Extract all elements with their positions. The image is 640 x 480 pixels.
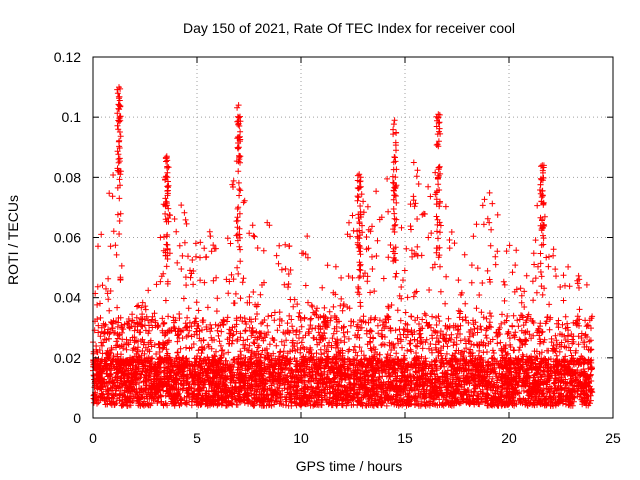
y-tick-label: 0: [73, 410, 81, 426]
x-tick-label: 25: [605, 430, 621, 446]
axis-ticks: [92, 56, 614, 419]
y-tick-label: 0.1: [62, 109, 82, 125]
y-tick-labels: 0 0.02 0.04 0.06 0.08 0.1 0.12: [54, 49, 81, 426]
data-points: [90, 84, 596, 409]
roti-plus-markers: [90, 84, 596, 409]
y-tick-label: 0.02: [54, 350, 81, 366]
x-tick-label: 0: [89, 430, 97, 446]
y-tick-label: 0.04: [54, 290, 81, 306]
y-tick-label: 0.12: [54, 49, 81, 65]
chart-title: Day 150 of 2021, Rate Of TEC Index for r…: [183, 20, 515, 36]
x-axis-label: GPS time / hours: [296, 458, 403, 474]
x-tick-label: 15: [397, 430, 413, 446]
y-axis-label: ROTI / TECUs: [5, 195, 21, 285]
y-tick-label: 0.06: [54, 230, 81, 246]
x-tick-label: 10: [293, 430, 309, 446]
y-tick-label: 0.08: [54, 169, 81, 185]
x-tick-labels: 0 5 10 15 20 25: [89, 430, 621, 446]
x-tick-label: 20: [501, 430, 517, 446]
x-tick-label: 5: [193, 430, 201, 446]
